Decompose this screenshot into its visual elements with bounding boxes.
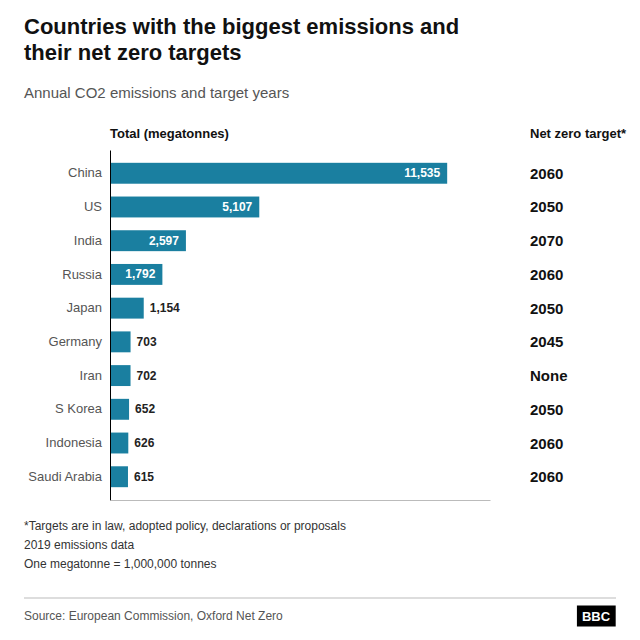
y-tick: S Korea	[55, 401, 110, 416]
data-label: 615	[134, 470, 154, 484]
target-label: 2050	[530, 198, 563, 215]
data-label: 11,535	[404, 166, 440, 180]
target-label: 2060	[530, 435, 563, 452]
data-labels: 11,535 5,107 2,597 1,792 1,154 703 702 652 626 61…	[125, 166, 440, 483]
target-label: 2050	[530, 401, 563, 418]
y-tick: Saudi Arabia	[28, 469, 110, 484]
data-label: 1,792	[125, 267, 155, 281]
separator	[24, 598, 616, 599]
y-tick-label: S Korea	[55, 401, 103, 416]
bar	[110, 365, 131, 386]
x-axis-line	[111, 500, 491, 501]
logo-box	[577, 606, 616, 627]
y-tick-label: Germany	[49, 334, 103, 349]
bar	[110, 197, 259, 218]
y-tick: Indonesia	[46, 435, 110, 450]
y-tick-label: Saudi Arabia	[28, 469, 102, 484]
bar	[110, 264, 162, 285]
chart: Countries with the biggest emissions and…	[0, 0, 640, 640]
target-label: 2060	[530, 468, 563, 485]
bar	[110, 331, 131, 352]
y-tick: Iran	[80, 368, 110, 383]
target-label: 2060	[530, 266, 563, 283]
data-label: 2,597	[149, 234, 179, 248]
y-tick: Russia	[62, 267, 110, 282]
bar	[110, 298, 144, 319]
y-tick-label: Indonesia	[46, 435, 103, 450]
logo: BBC	[577, 606, 616, 627]
y-tick-label: Iran	[80, 368, 102, 383]
source: Source: European Commission, Oxford Net …	[24, 609, 283, 623]
target-label: None	[530, 367, 568, 384]
target-label: 2070	[530, 232, 563, 249]
y-tick-label: Japan	[67, 300, 102, 315]
target-label: 2050	[530, 300, 563, 317]
y-tick-label: China	[68, 165, 103, 180]
data-label: 1,154	[150, 301, 180, 315]
bar	[110, 230, 186, 251]
bar	[110, 163, 447, 184]
y-tick: India	[74, 233, 110, 248]
data-label: 5,107	[222, 200, 252, 214]
logo-text: BBC	[582, 609, 611, 624]
data-label: 702	[137, 369, 157, 383]
y-axis-line	[110, 151, 111, 501]
bars	[110, 163, 447, 487]
data-label: 703	[137, 335, 157, 349]
y-tick-label: US	[84, 199, 102, 214]
y-tick: Japan	[67, 300, 110, 315]
column-header: Total (megatonnes)	[110, 126, 229, 141]
bar	[110, 399, 129, 420]
data-label: 626	[134, 436, 154, 450]
y-axis: China US India Russia Japan Germany Iran S Kore…	[28, 151, 110, 501]
column-header: Net zero target*	[530, 126, 627, 141]
target-label: 2060	[530, 165, 563, 182]
y-tick: China	[68, 165, 110, 180]
y-tick: Germany	[49, 334, 110, 349]
y-tick-label: India	[74, 233, 103, 248]
x-axis	[111, 500, 491, 501]
bar	[110, 466, 128, 487]
subtitle: Annual CO2 emissions and target years	[24, 84, 289, 101]
bar	[110, 433, 128, 454]
footnote: *Targets are in law, adopted policy, dec…	[24, 519, 346, 571]
target-label: 2045	[530, 333, 563, 350]
plot: China US India Russia Japan Germany Iran S Kore…	[28, 126, 627, 501]
data-label: 652	[135, 402, 155, 416]
targets: 2060 2050 2070 2060 2050 2045 None 2050 2060 2060	[530, 165, 568, 485]
title: Countries with the biggest emissions and…	[24, 14, 459, 65]
y-tick: US	[84, 199, 110, 214]
y-tick-label: Russia	[62, 267, 103, 282]
